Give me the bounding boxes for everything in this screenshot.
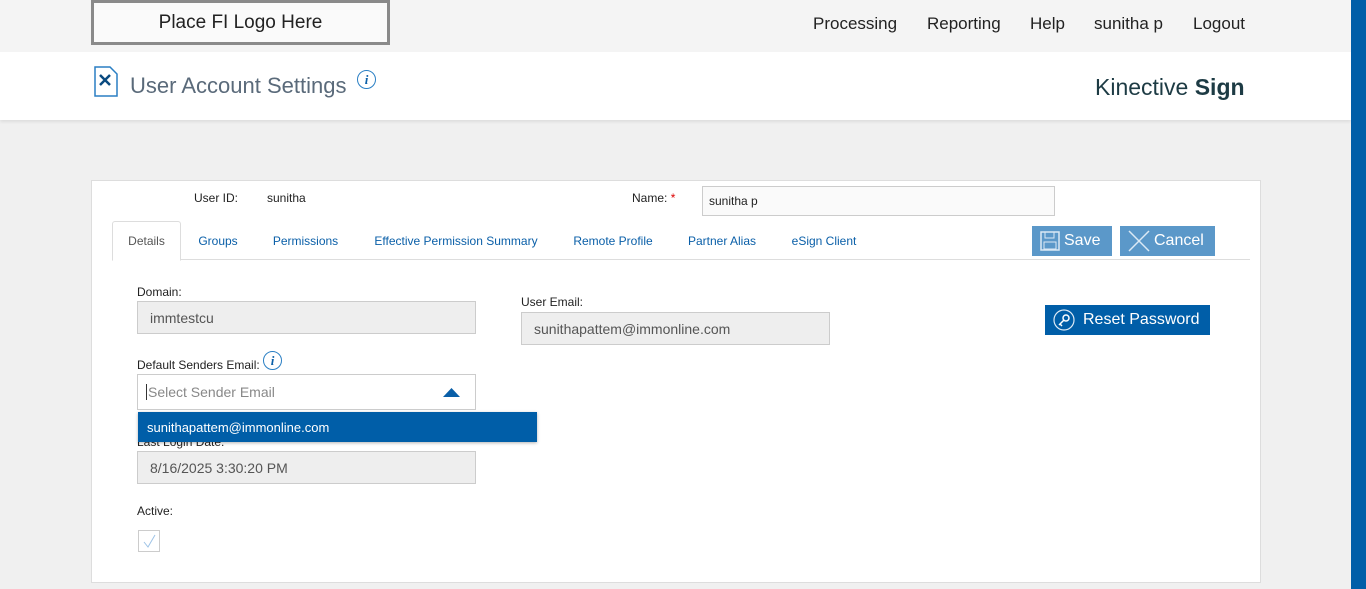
name-input[interactable]: sunitha p <box>702 186 1055 216</box>
page-header: User Account Settings i Kinective Sign <box>0 52 1351 120</box>
save-button[interactable]: Save <box>1032 226 1112 256</box>
brand-logo: Kinective Sign <box>1095 74 1245 100</box>
last-login-input: 8/16/2025 3:30:20 PM <box>137 451 476 484</box>
page-title: User Account Settings <box>130 73 347 98</box>
tab-bar: Details Groups Permissions Effective Per… <box>112 221 1250 261</box>
tab-esign-client[interactable]: eSign Client <box>791 233 857 248</box>
tab-remote-profile[interactable]: Remote Profile <box>573 233 653 248</box>
user-email-input: sunithapattem@immonline.com <box>521 312 830 345</box>
nav-logout[interactable]: Logout <box>1193 14 1245 33</box>
user-email-label: User Email: <box>521 295 584 309</box>
reset-password-button[interactable]: Reset Password <box>1045 305 1210 335</box>
nav-user[interactable]: sunitha p <box>1094 14 1163 33</box>
floppy-disk-icon <box>1040 231 1060 251</box>
nav-help[interactable]: Help <box>1030 14 1065 33</box>
tab-permissions[interactable]: Permissions <box>272 233 339 248</box>
user-id-value: sunitha <box>267 191 306 205</box>
default-senders-email-label: Default Senders Email: <box>137 358 260 372</box>
key-icon <box>1053 309 1075 331</box>
tab-groups[interactable]: Groups <box>198 233 238 248</box>
domain-label: Domain: <box>137 285 182 299</box>
user-id-label: User ID: <box>194 191 239 205</box>
info-icon[interactable]: i <box>357 70 376 89</box>
check-icon <box>143 534 156 548</box>
nav-reporting[interactable]: Reporting <box>927 14 1001 33</box>
close-icon <box>1128 230 1150 252</box>
domain-input: immtestcu <box>137 301 476 334</box>
caret-up-icon[interactable] <box>443 388 460 397</box>
info-icon[interactable]: i <box>263 351 282 370</box>
nav-processing[interactable]: Processing <box>813 14 898 33</box>
cancel-button[interactable]: Cancel <box>1120 226 1215 256</box>
tab-details[interactable]: Details <box>112 221 181 261</box>
settings-card: User ID: sunitha Name: * sunitha p Detai… <box>91 180 1261 583</box>
sender-email-placeholder: Select Sender Email <box>146 384 275 400</box>
sender-email-option[interactable]: sunithapattem@immonline.com <box>138 412 537 442</box>
tab-partner-alias[interactable]: Partner Alias <box>687 233 757 248</box>
top-bar: Place FI Logo Here Processing Reporting … <box>0 0 1351 52</box>
active-checkbox[interactable] <box>138 530 160 552</box>
settings-document-icon <box>94 66 118 97</box>
scrollbar[interactable] <box>1351 0 1366 589</box>
name-label: Name: * <box>632 191 676 205</box>
active-label: Active: <box>137 504 174 518</box>
fi-logo-placeholder: Place FI Logo Here <box>91 0 390 45</box>
tab-effective-permission-summary[interactable]: Effective Permission Summary <box>374 233 538 248</box>
sender-email-select[interactable]: Select Sender Email <box>137 374 476 410</box>
